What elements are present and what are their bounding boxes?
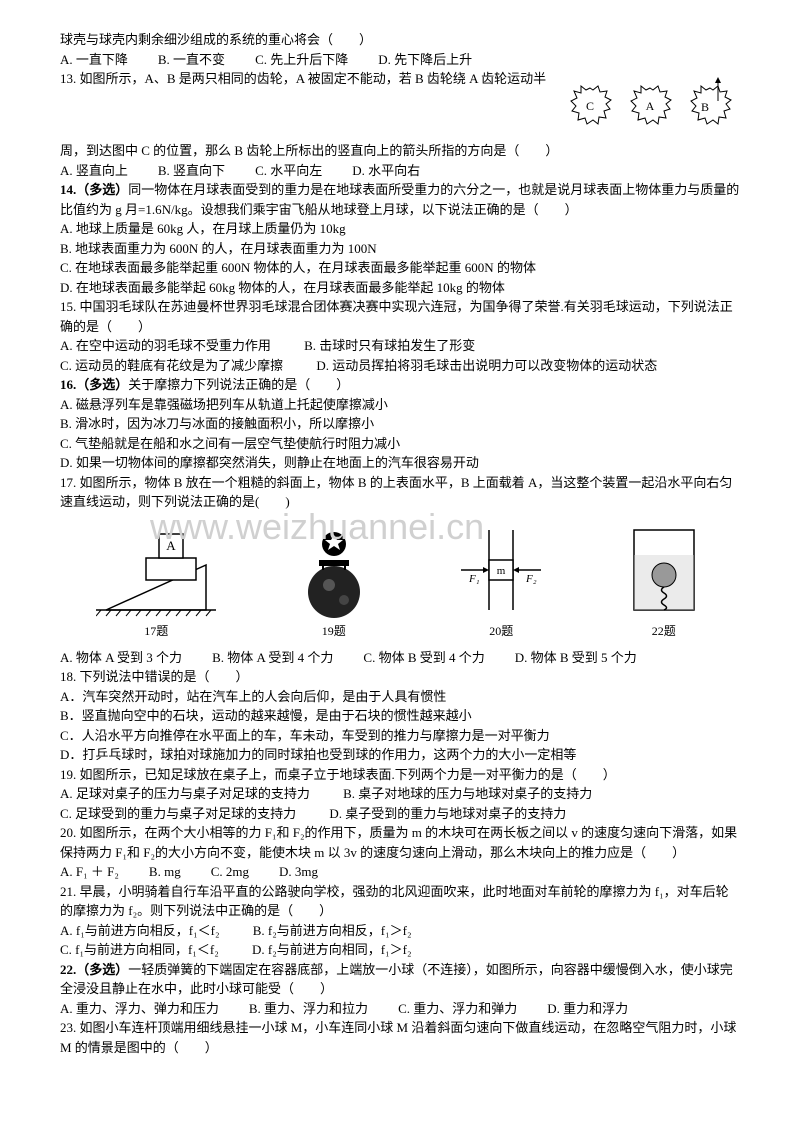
q19-d: D. 桌子受到的重力与地球对桌子的支持力 xyxy=(329,806,566,821)
q15-c: C. 运动员的鞋底有花纹是为了减少摩擦 xyxy=(60,358,283,373)
q21-ab: A. f₁与前进方向相反，f₁＜f₂ B. f₂与前进方向相反，f₁＞f₂ xyxy=(60,921,740,941)
q13-a: A. 竖直向上 xyxy=(60,161,128,181)
q20-b: B. mg xyxy=(149,862,181,882)
svg-text:A: A xyxy=(167,538,177,553)
q13-options: A. 竖直向上 B. 竖直向下 C. 水平向左 D. 水平向右 xyxy=(60,161,740,181)
q18-prompt: 18. 下列说法中错误的是（ ） xyxy=(60,667,740,687)
q20-c: C. 2mg xyxy=(211,862,249,882)
q13-b: B. 竖直向下 xyxy=(158,161,225,181)
svg-text:m: m xyxy=(497,565,506,577)
q12-d: D. 先下降后上升 xyxy=(378,50,472,70)
q14-prompt: 同一物体在月球表面受到的重力是在地球表面所受重力的六分之一，也就是说月球表面上物… xyxy=(60,182,739,217)
q22-prompt: 一轻质弹簧的下端固定在容器底部，上端放一小球（不连接），如图所示，向容器中缓慢倒… xyxy=(60,962,733,997)
gear-figure: C A B xyxy=(560,71,740,141)
q22-d: D. 重力和浮力 xyxy=(547,999,628,1019)
q18-b: B．竖直抛向空中的石块，运动的越来越慢，是由于石块的惯性越来越小 xyxy=(60,706,740,726)
fig22: 22题 xyxy=(624,520,704,640)
q22-line: 22.（多选）一轻质弹簧的下端固定在容器底部，上端放一小球（不连接），如图所示，… xyxy=(60,960,740,999)
q14-d: D. 在地球表面最多能举起 60kg 物体的人，在月球表面最多能举起 10kg … xyxy=(60,278,740,298)
q20-options: A. F₁ ＋ F₂ B. mg C. 2mg D. 3mg xyxy=(60,862,740,882)
q14-title: 14.（多选） xyxy=(60,182,128,197)
q13-d: D. 水平向右 xyxy=(352,161,420,181)
q20-prompt: 20. 如图所示，在两个大小相等的力 F₁和 F₂的作用下，质量为 m 的木块可… xyxy=(60,823,740,862)
q14-line: 14.（多选）同一物体在月球表面受到的重力是在地球表面所受重力的六分之一，也就是… xyxy=(60,180,740,219)
fig17: A 17题 xyxy=(96,530,216,640)
fig22-label: 22题 xyxy=(652,622,676,640)
q21-prompt: 21. 早晨，小明骑着自行车沿平直的公路驶向学校，强劲的北风迎面吹来，此时地面对… xyxy=(60,882,740,921)
q14-b: B. 地球表面重力为 600N 的人，在月球表面重力为 100N xyxy=(60,239,740,259)
q17-c: C. 物体 B 受到 4 个力 xyxy=(363,648,484,668)
q16-a: A. 磁悬浮列车是靠强磁场把列车从轨道上托起使摩擦减小 xyxy=(60,395,740,415)
q19-a: A. 足球对桌子的压力与桌子对足球的支持力 xyxy=(60,786,310,801)
q22-a: A. 重力、浮力、弹力和压力 xyxy=(60,999,219,1019)
q19-b: B. 桌子对地球的压力与地球对桌子的支持力 xyxy=(343,786,592,801)
q15-ab: A. 在空中运动的羽毛球不受重力作用 B. 击球时只有球拍发生了形变 xyxy=(60,336,740,356)
q16-prompt: 关于摩擦力下列说法正确的是（ ） xyxy=(128,377,349,392)
q22-title: 22.（多选） xyxy=(60,962,128,977)
q21-d: D. f₂与前进方向相同，f₁＞f₂ xyxy=(252,942,411,957)
q21-c: C. f₁与前进方向相同，f₁＜f₂ xyxy=(60,942,219,957)
q19-cd: C. 足球受到的重力与桌子对足球的支持力 D. 桌子受到的重力与地球对桌子的支持… xyxy=(60,804,740,824)
q16-d: D. 如果一切物体间的摩擦都突然消失，则静止在地面上的汽车很容易开动 xyxy=(60,453,740,473)
fig20: m F₁ F₂ 20题 xyxy=(451,520,551,640)
q15-prompt: 15. 中国羽毛球队在苏迪曼杯世界羽毛球混合团体赛决赛中实现六连冠，为国争得了荣… xyxy=(60,297,740,336)
q20-a: A. F₁ ＋ F₂ xyxy=(60,862,119,882)
q12-a: A. 一直下降 xyxy=(60,50,128,70)
q21-b: B. f₂与前进方向相反，f₁＞f₂ xyxy=(253,923,412,938)
q17-a: A. 物体 A 受到 3 个力 xyxy=(60,648,182,668)
q15-b: B. 击球时只有球拍发生了形变 xyxy=(304,338,475,353)
svg-text:A: A xyxy=(646,99,655,113)
q15-a: A. 在空中运动的羽毛球不受重力作用 xyxy=(60,338,271,353)
q21-a: A. f₁与前进方向相反，f₁＜f₂ xyxy=(60,923,219,938)
q22-options: A. 重力、浮力、弹力和压力 B. 重力、浮力和拉力 C. 重力、浮力和弹力 D… xyxy=(60,999,740,1019)
figures-row: A 17题 xyxy=(60,520,740,640)
q12-prompt: 球壳与球壳内剩余细沙组成的系统的重心将会（ ） xyxy=(60,30,740,50)
q18-c: C．人沿水平方向推停在水平面上的车，车未动，车受到的推力与摩擦力是一对平衡力 xyxy=(60,726,740,746)
q15-d: D. 运动员挥拍将羽毛球击出说明力可以改变物体的运动状态 xyxy=(316,358,657,373)
q19-c: C. 足球受到的重力与桌子对足球的支持力 xyxy=(60,806,296,821)
q16-line: 16.（多选）关于摩擦力下列说法正确的是（ ） xyxy=(60,375,740,395)
q20-d: D. 3mg xyxy=(279,862,318,882)
q18-a: A．汽车突然开动时，站在汽车上的人会向后仰，是由于人具有惯性 xyxy=(60,687,740,707)
svg-text:C: C xyxy=(586,99,594,113)
q17-prompt: 17. 如图所示，物体 B 放在一个粗糙的斜面上，物体 B 的上表面水平，B 上… xyxy=(60,473,740,512)
q23-prompt: 23. 如图小车连杆顶端用细线悬挂一小球 M，小车连同小球 M 沿着斜面匀速向下… xyxy=(60,1018,740,1057)
svg-text:F₂: F₂ xyxy=(525,573,537,585)
q22-c: C. 重力、浮力和弹力 xyxy=(398,999,517,1019)
q22-b: B. 重力、浮力和拉力 xyxy=(249,999,368,1019)
q16-b: B. 滑冰时，因为冰刀与冰面的接触面积小，所以摩擦小 xyxy=(60,414,740,434)
q19-ab: A. 足球对桌子的压力与桌子对足球的支持力 B. 桌子对地球的压力与地球对桌子的… xyxy=(60,784,740,804)
q14-c: C. 在地球表面最多能举起重 600N 物体的人，在月球表面最多能举起重 600… xyxy=(60,258,740,278)
q12-c: C. 先上升后下降 xyxy=(255,50,348,70)
q16-c: C. 气垫船就是在船和水之间有一层空气垫使航行时阻力减小 xyxy=(60,434,740,454)
q16-title: 16.（多选） xyxy=(60,377,128,392)
q14-a: A. 地球上质量是 60kg 人，在月球上质量仍为 10kg xyxy=(60,219,740,239)
fig20-label: 20题 xyxy=(489,622,513,640)
q17-b: B. 物体 A 受到 4 个力 xyxy=(212,648,333,668)
q18-d: D．打乒乓球时，球拍对球施加力的同时球拍也受到球的作用力，这两个力的大小一定相等 xyxy=(60,745,740,765)
fig19-label: 19题 xyxy=(322,622,346,640)
q17-options: A. 物体 A 受到 3 个力 B. 物体 A 受到 4 个力 C. 物体 B … xyxy=(60,648,740,668)
q17-d: D. 物体 B 受到 5 个力 xyxy=(515,648,637,668)
q13-c: C. 水平向左 xyxy=(255,161,322,181)
q19-prompt: 19. 如图所示，已知足球放在桌子上，而桌子立于地球表面.下列两个力是一对平衡力… xyxy=(60,765,740,785)
q12-options: A. 一直下降 B. 一直不变 C. 先上升后下降 D. 先下降后上升 xyxy=(60,50,740,70)
q15-cd: C. 运动员的鞋底有花纹是为了减少摩擦 D. 运动员挥拍将羽毛球击出说明力可以改… xyxy=(60,356,740,376)
q12-b: B. 一直不变 xyxy=(158,50,225,70)
svg-text:B: B xyxy=(701,100,709,114)
fig17-label: 17题 xyxy=(144,622,168,640)
fig19: 19题 xyxy=(289,520,379,640)
svg-text:F₁: F₁ xyxy=(468,573,480,585)
q21-cd: C. f₁与前进方向相同，f₁＜f₂ D. f₂与前进方向相同，f₁＞f₂ xyxy=(60,940,740,960)
